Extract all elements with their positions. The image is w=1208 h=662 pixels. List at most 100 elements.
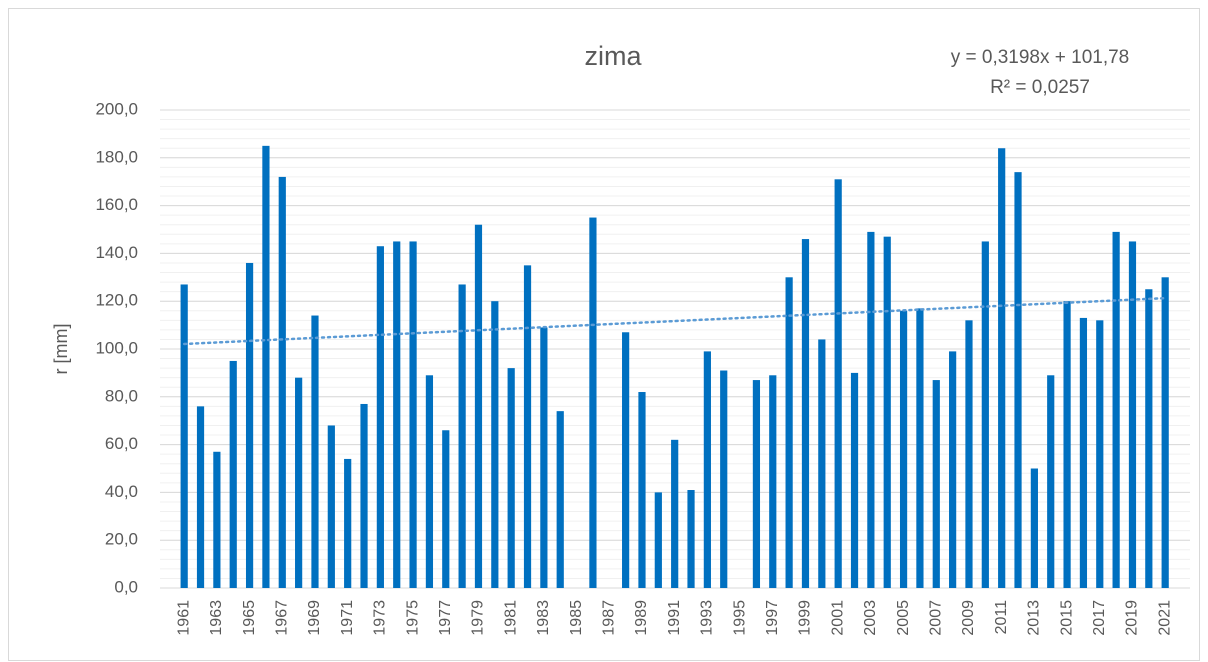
bar	[474, 224, 483, 588]
bar	[1014, 172, 1022, 588]
bar	[785, 277, 793, 588]
x-tick-label: 1967	[273, 600, 290, 636]
bar	[1063, 301, 1071, 588]
x-tick-label: 1991	[666, 600, 683, 636]
bar	[1096, 320, 1104, 588]
x-tick-label: 1997	[764, 600, 781, 636]
trend-r-squared: R² = 0,0257	[990, 77, 1090, 98]
bar	[196, 406, 205, 588]
bar	[949, 351, 957, 588]
bar	[834, 179, 842, 588]
x-tick-label: 2017	[1091, 600, 1108, 636]
x-tick-label: 2005	[895, 600, 912, 636]
bar	[360, 403, 368, 588]
chart-title: zima	[584, 41, 642, 71]
y-tick-label: 200,0	[95, 99, 138, 118]
x-tick-label: 1971	[339, 600, 356, 636]
x-tick-label: 2007	[927, 600, 944, 636]
x-tick-label: 2009	[960, 600, 977, 636]
bar	[1128, 241, 1137, 588]
bar	[393, 241, 401, 588]
bar	[1047, 375, 1055, 588]
bar	[442, 430, 450, 588]
bar	[376, 246, 384, 589]
x-tick-label: 1977	[437, 600, 454, 636]
bar	[1030, 468, 1038, 588]
bar	[540, 327, 548, 588]
bar	[899, 310, 908, 588]
y-tick-label: 80,0	[105, 386, 138, 405]
x-tick-label: 1965	[241, 600, 258, 636]
bar	[344, 458, 352, 588]
x-tick-label: 2015	[1058, 600, 1075, 636]
bar	[932, 380, 940, 588]
bar	[654, 492, 662, 588]
bar	[1112, 231, 1120, 588]
x-tick-label: 1995	[731, 600, 748, 636]
bar	[998, 148, 1006, 589]
x-tick-label: 1961	[175, 600, 192, 636]
trend-line	[182, 296, 1167, 346]
bar	[425, 375, 434, 588]
x-tick-label: 1993	[699, 600, 716, 636]
x-tick-label: 1989	[633, 600, 650, 636]
bar	[1161, 277, 1169, 588]
bar	[622, 332, 630, 588]
bar	[916, 308, 924, 588]
bar	[671, 439, 679, 588]
bar	[589, 217, 597, 589]
bar	[458, 284, 466, 588]
bar	[981, 241, 989, 588]
bar	[687, 490, 695, 588]
x-tick-label: 1999	[797, 600, 814, 636]
y-tick-label: 40,0	[105, 482, 138, 501]
y-axis-label: r [mm]	[51, 324, 71, 375]
bar	[295, 377, 303, 588]
x-tick-label: 1973	[372, 600, 389, 636]
bar	[883, 236, 891, 589]
x-tick-label: 1969	[306, 600, 323, 636]
bar	[229, 360, 237, 588]
bar	[556, 411, 564, 588]
x-tick-label: 2019	[1124, 600, 1141, 636]
bar	[769, 375, 777, 588]
bar	[1145, 289, 1153, 588]
bar	[327, 425, 335, 588]
bar	[867, 231, 875, 588]
bar	[180, 284, 188, 588]
bar	[801, 239, 810, 588]
y-tick-label: 180,0	[95, 147, 138, 166]
y-tick-label: 20,0	[105, 530, 138, 549]
x-tick-label: 1983	[535, 600, 552, 636]
x-tick-label: 1963	[208, 600, 225, 636]
y-tick-label: 0,0	[114, 577, 138, 596]
bar	[720, 370, 728, 588]
bar	[507, 368, 515, 588]
y-tick-label: 120,0	[95, 291, 138, 310]
x-tick-label: 2011	[993, 600, 1010, 635]
x-tick-label: 1985	[568, 600, 585, 636]
x-tick-label: 2013	[1026, 600, 1043, 636]
bar	[278, 176, 286, 589]
x-tick-label: 2021	[1156, 600, 1173, 636]
x-tick-label: 1981	[502, 600, 519, 636]
x-tick-label: 2001	[829, 600, 846, 636]
bar	[213, 451, 221, 588]
y-tick-label: 100,0	[95, 338, 138, 357]
trend-equation: y = 0,3198x + 101,78	[951, 47, 1130, 68]
bar	[409, 241, 417, 588]
x-tick-label: 1987	[600, 600, 617, 636]
bar	[311, 315, 319, 588]
bar	[523, 265, 532, 588]
bar	[638, 392, 646, 588]
x-tick-label: 1979	[470, 600, 487, 636]
bar	[752, 380, 761, 588]
bar	[245, 262, 254, 588]
x-tick-label: 1975	[404, 600, 421, 636]
bar	[491, 301, 499, 588]
x-tick-label: 2003	[862, 600, 879, 636]
bar	[262, 145, 270, 588]
bar	[850, 372, 859, 588]
y-tick-label: 140,0	[95, 243, 138, 262]
